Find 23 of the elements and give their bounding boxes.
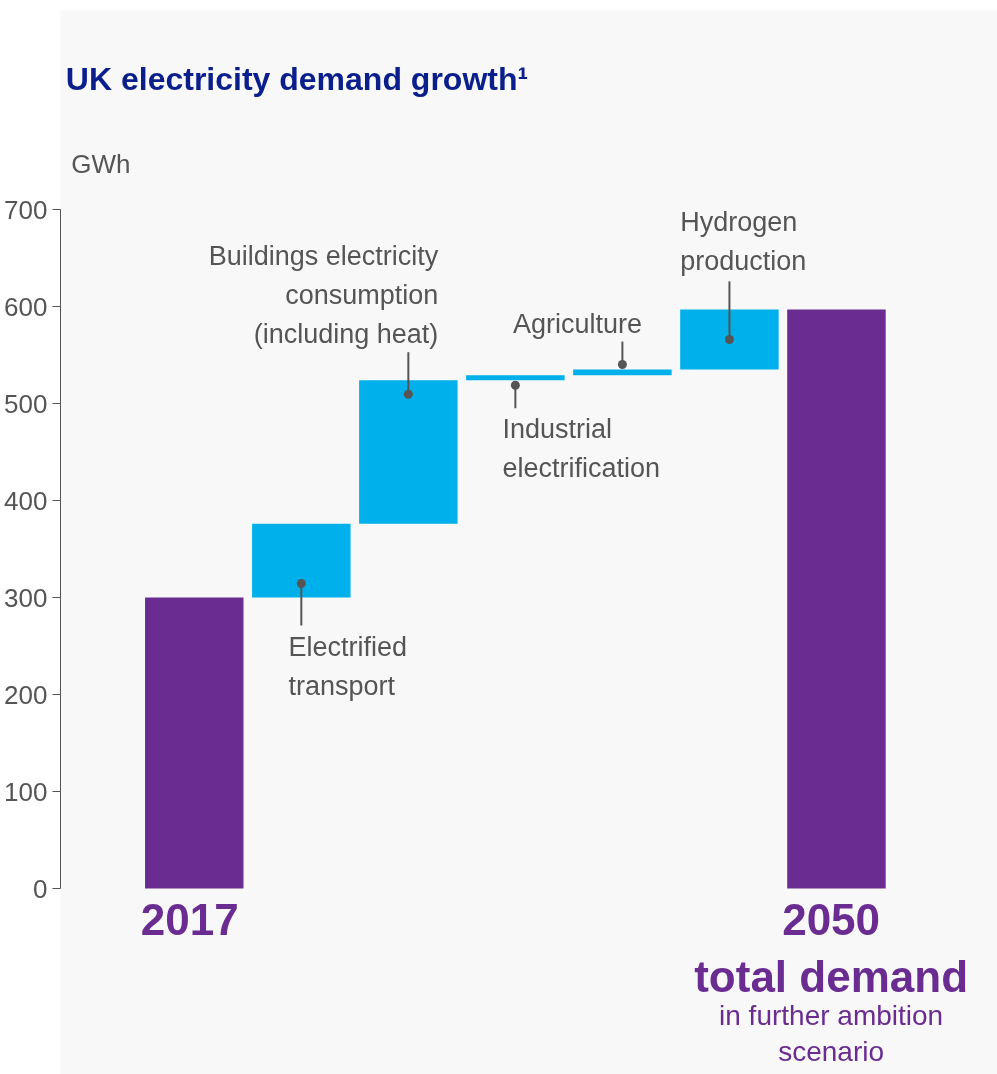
annotation: Electrified transport bbox=[288, 631, 408, 701]
chart-title: UK electricity demand growth¹ bbox=[65, 60, 529, 97]
bar bbox=[359, 380, 458, 524]
y-axis-title: GWh bbox=[71, 148, 131, 179]
y-tick-label: 700 bbox=[4, 194, 48, 225]
bar bbox=[252, 523, 351, 598]
annotation: Industrial electrification bbox=[502, 414, 661, 484]
y-tick-label: 0 bbox=[33, 873, 48, 904]
y-tick-label: 600 bbox=[4, 291, 48, 322]
annotation: Agriculture bbox=[512, 308, 642, 339]
x-tick-label: 2017 bbox=[140, 894, 239, 944]
y-tick-label: 200 bbox=[4, 679, 48, 710]
bar bbox=[787, 309, 886, 889]
bar bbox=[466, 375, 565, 381]
annotation: Buildings electricity consumption (including heat) bbox=[208, 241, 439, 350]
bar bbox=[145, 597, 244, 889]
x-tick-label: 2050 total demand in further ambition scenario bbox=[694, 894, 968, 1067]
y-tick-label: 500 bbox=[4, 388, 48, 419]
annotation: Hydrogen production bbox=[680, 207, 807, 277]
bar bbox=[680, 309, 779, 370]
y-tick-label: 400 bbox=[4, 485, 48, 516]
y-tick-label: 100 bbox=[4, 776, 48, 807]
y-tick-label: 300 bbox=[4, 582, 48, 613]
